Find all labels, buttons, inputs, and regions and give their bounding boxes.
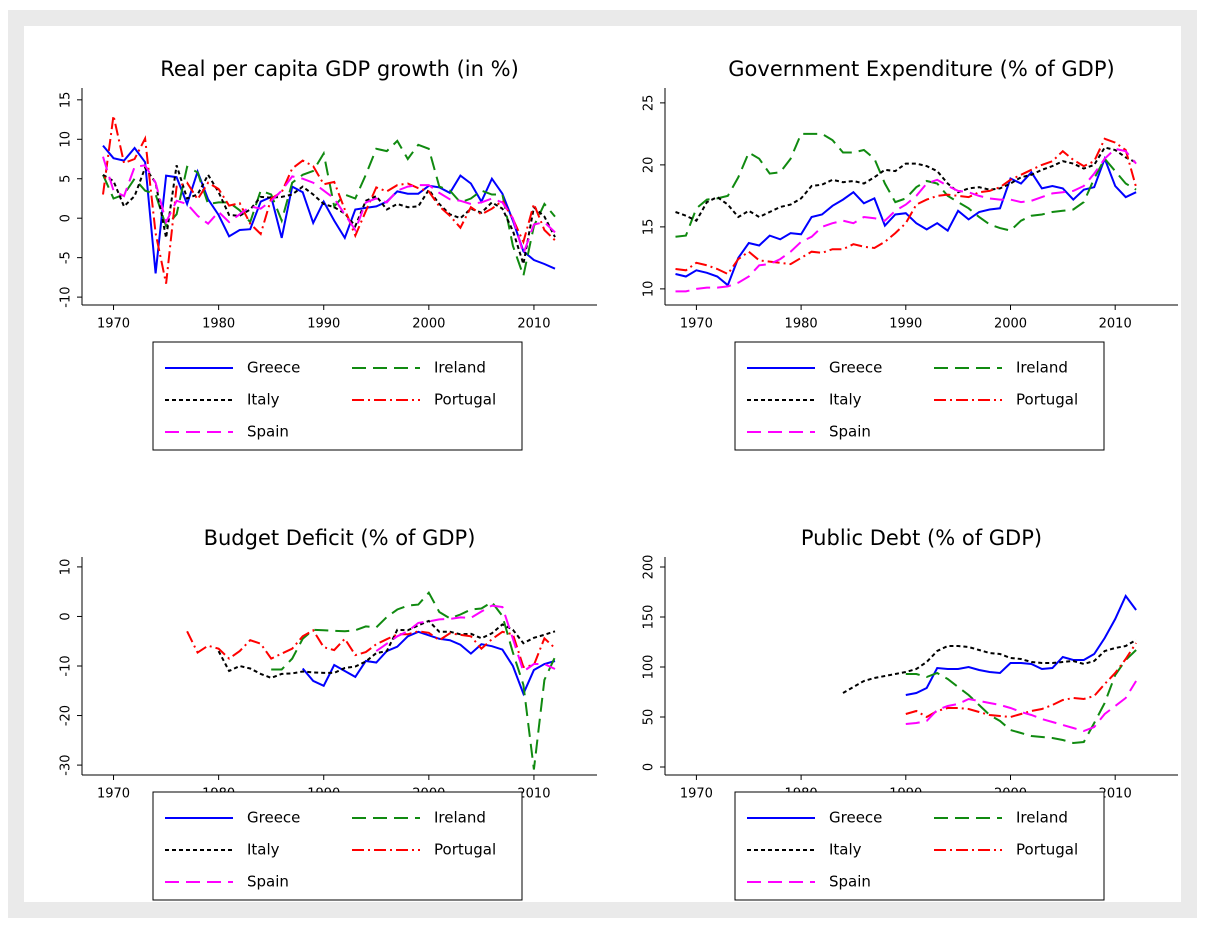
series-line — [217, 619, 556, 679]
y-tick-label: 10 — [59, 559, 74, 576]
x-tick-label: 1990 — [307, 317, 340, 332]
legend-label: Portugal — [1016, 391, 1078, 409]
series-line — [102, 115, 556, 284]
legend-label: Ireland — [1016, 359, 1068, 377]
legend-label: Italy — [829, 841, 862, 859]
legend-label: Italy — [247, 391, 280, 409]
legend-label: Italy — [247, 841, 280, 859]
legend-label: Spain — [247, 423, 289, 441]
y-tick-label: 0 — [59, 214, 74, 222]
y-tick-label: 25 — [642, 95, 657, 112]
legend-label: Ireland — [434, 809, 486, 827]
series-line — [186, 628, 556, 669]
legend-label: Italy — [829, 391, 862, 409]
y-tick-label: -30 — [59, 754, 74, 775]
y-tick-label: 5 — [59, 175, 74, 183]
y-tick-label: 50 — [642, 709, 657, 726]
y-tick-label: -10 — [59, 655, 74, 676]
legend-label: Ireland — [434, 359, 486, 377]
y-tick-label: 15 — [59, 92, 74, 109]
x-tick-label: 2010 — [517, 317, 550, 332]
series-line — [301, 630, 556, 697]
series-line — [675, 137, 1138, 276]
series-line — [102, 144, 556, 274]
legend-label: Spain — [829, 873, 871, 891]
legend-label: Greece — [829, 359, 882, 377]
x-tick-label: 1980 — [202, 317, 235, 332]
legend-label: Greece — [247, 359, 300, 377]
x-tick-label: 2010 — [1099, 317, 1132, 332]
y-tick-label: 10 — [642, 281, 657, 298]
y-tick-label: 0 — [59, 612, 74, 620]
x-tick-label: 1970 — [680, 317, 713, 332]
y-tick-label: -20 — [59, 705, 74, 726]
y-tick-label: -5 — [59, 251, 74, 264]
x-tick-label: 2010 — [1099, 787, 1132, 802]
x-tick-label: 1990 — [889, 317, 922, 332]
y-tick-label: 15 — [642, 219, 657, 236]
series-line — [842, 639, 1137, 694]
series-line — [675, 147, 1137, 293]
y-tick-label: 20 — [642, 157, 657, 174]
x-tick-label: 1970 — [680, 787, 713, 802]
legend-label: Greece — [829, 809, 882, 827]
series-line — [905, 680, 1137, 733]
legend-label: Portugal — [434, 841, 496, 859]
y-tick-label: 10 — [59, 131, 74, 148]
chart-title: Government Expenditure (% of GDP) — [728, 57, 1114, 81]
x-tick-label: 1980 — [785, 317, 818, 332]
y-tick-label: 100 — [642, 655, 657, 680]
legend-label: Portugal — [1016, 841, 1078, 859]
series-line — [675, 146, 1137, 223]
series-line — [102, 156, 556, 257]
chart-title: Real per capita GDP growth (in %) — [160, 57, 519, 81]
legend-label: Portugal — [434, 391, 496, 409]
x-tick-label: 1970 — [97, 787, 130, 802]
y-tick-label: 150 — [642, 605, 657, 630]
y-tick-label: 200 — [642, 555, 657, 580]
legend-label: Spain — [829, 423, 871, 441]
legend-label: Spain — [247, 873, 289, 891]
inner-region — [24, 26, 1181, 902]
series-line — [905, 594, 1137, 696]
x-tick-label: 2000 — [994, 317, 1027, 332]
legend-label: Ireland — [1016, 809, 1068, 827]
series-line — [905, 649, 1137, 745]
series-line — [271, 590, 556, 770]
x-tick-label: 2000 — [412, 317, 445, 332]
x-tick-label: 2010 — [517, 787, 550, 802]
y-tick-label: -10 — [59, 286, 74, 307]
series-line — [905, 642, 1137, 719]
legend-label: Greece — [247, 809, 300, 827]
chart-title: Public Debt (% of GDP) — [801, 526, 1042, 550]
series-line — [675, 132, 1137, 238]
x-tick-label: 1970 — [97, 317, 130, 332]
series-line — [675, 155, 1137, 287]
y-tick-label: 0 — [642, 763, 657, 771]
chart-title: Budget Deficit (% of GDP) — [204, 526, 476, 550]
